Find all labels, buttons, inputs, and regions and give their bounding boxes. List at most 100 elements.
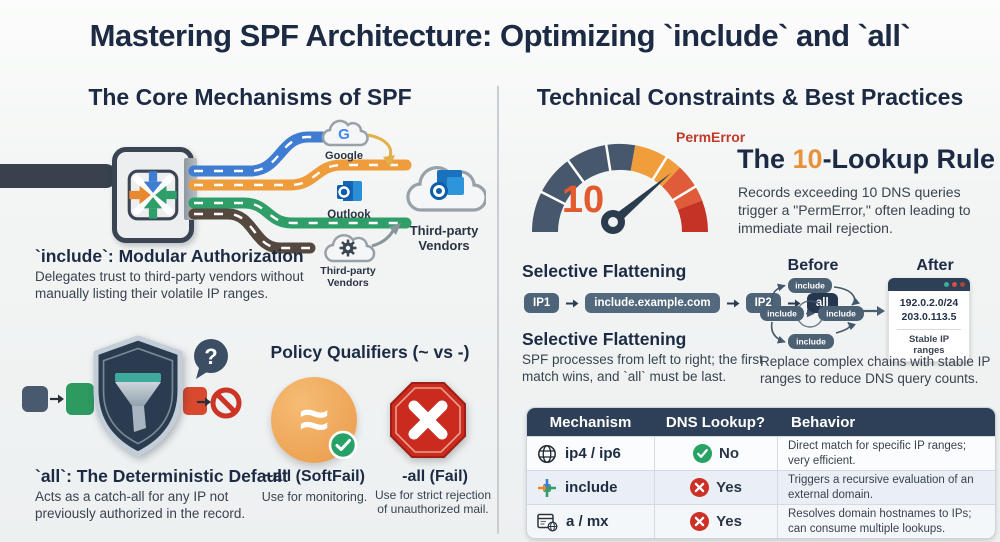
chain-arrow-icon (787, 299, 801, 307)
gear-cloud-icon (324, 233, 376, 263)
flattening-heading-top: Selective Flattening (522, 261, 687, 281)
stable-ip-caption: Stable IP ranges (908, 334, 950, 357)
funnel-top (115, 373, 161, 382)
include-body: Delegates trust to third-party vendors w… (35, 269, 304, 301)
cables-diagram (188, 131, 412, 254)
gauge-needle (610, 173, 671, 226)
svg-text:include: include (796, 337, 826, 347)
mechanism-table: Mechanism DNS Lookup? Behavior ip4 / ip6… (526, 407, 996, 539)
flattening-body: SPF processes from left to right; the fi… (522, 352, 763, 384)
table-row: ip4 / ip6 No Direct match for specific I… (527, 436, 995, 470)
chain-arrow-icon (566, 299, 579, 307)
gauge-value: 10 (562, 179, 604, 221)
table-row: include Yes Triggers a recursive evaluat… (527, 470, 995, 504)
lookup-value: Yes (716, 513, 742, 530)
small-vendor-label: Third-party Vendors (320, 265, 376, 290)
window-globe-icon (537, 513, 558, 531)
window-dot-icon (960, 282, 965, 287)
stable-ip-2: 203.0.113.5 (901, 310, 957, 323)
table-row: a / mx Yes Resolves domain hostnames to … (527, 504, 995, 538)
chain-node-include: include.example.com (585, 293, 720, 313)
all-heading: `all`: The Deterministic Default (35, 466, 288, 486)
include-web-diagram: include include include include (760, 278, 864, 349)
flow-input-node (22, 386, 48, 412)
card-divider (897, 329, 961, 331)
x-icon (690, 512, 710, 531)
big-vendor-cloud-icon (406, 166, 486, 212)
lookup-rule-heading: The 10-Lookup Rule (737, 144, 996, 174)
permerror-label: PermError (676, 129, 746, 145)
google-label: Google (325, 150, 363, 162)
flow-arrow-icon (50, 394, 64, 404)
table-header-row: Mechanism DNS Lookup? Behavior (527, 408, 995, 436)
google-cloud-icon: G (321, 119, 369, 147)
after-card: 192.0.2.0/24 203.0.113.5 Stable IP range… (888, 278, 970, 363)
globe-icon (538, 444, 556, 463)
window-dot-icon (952, 282, 957, 287)
gauge-icon: 10 (531, 142, 709, 234)
chain-node-ip1: IP1 (524, 293, 560, 313)
svg-text:include: include (826, 309, 856, 319)
refactor-body: Replace complex chains with stable IP ra… (760, 354, 991, 386)
lookup-value: No (719, 445, 739, 462)
mechanism-label: include (565, 479, 618, 496)
orange-curved-arrow (383, 155, 395, 167)
qualifiers-heading: Policy Qualifiers (~ vs -) (270, 342, 470, 362)
flow-pass-node (66, 383, 94, 415)
blue-cable (188, 131, 328, 177)
svg-text:?: ? (204, 344, 217, 369)
outlook-label: Outlook (327, 209, 371, 221)
check-badge-icon (328, 430, 358, 460)
card-titlebar (888, 278, 970, 291)
lookup-rule-body: Records exceeding 10 DNS queries trigger… (738, 184, 971, 237)
all-body: Acts as a catch-all for any IP not previ… (35, 489, 246, 521)
mechanism-label: ip4 / ip6 (565, 445, 621, 462)
big-vendor-label: Third-party Vendors (409, 223, 479, 253)
softfail-body: Use for monitoring. (261, 490, 368, 504)
stable-ip-1: 192.0.2.0/24 (899, 297, 959, 309)
after-label: After (916, 257, 954, 274)
mechanism-label: a / mx (566, 513, 609, 530)
chain-arrow-icon (726, 299, 740, 307)
x-icon (408, 400, 448, 440)
left-section-heading: The Core Mechanisms of SPF (88, 84, 412, 110)
include-arrows-icon (538, 478, 556, 497)
funnel-stem (132, 406, 146, 432)
lookup-rule-number: 10 (792, 144, 823, 174)
spf-chain: IP1 include.example.com IP2 all (524, 293, 838, 313)
softfail-label: ~all (SoftFail) (264, 468, 365, 485)
header-mechanism: Mechanism (549, 413, 632, 431)
plug-connector-icon (112, 147, 194, 243)
prohibition-icon (210, 387, 242, 419)
converging-arrows-icon (127, 169, 179, 221)
window-dot-icon (944, 282, 949, 287)
fail-body: Use for strict rejection of unauthorized… (374, 488, 492, 517)
x-icon (690, 478, 710, 497)
flattening-heading-bottom: Selective Flattening (522, 329, 687, 349)
question-bubble-icon: ? (194, 339, 228, 379)
funnel-cone (115, 382, 161, 406)
page-title: Mastering SPF Architecture: Optimizing `… (89, 18, 911, 53)
behavior-text: Direct match for specific IP ranges; ver… (788, 440, 967, 467)
svg-text:include: include (767, 309, 797, 319)
google-logo-icon: G (338, 126, 350, 143)
svg-text:include: include (795, 281, 825, 291)
gray-curved-arrow (389, 223, 401, 235)
gear-icon (339, 239, 357, 257)
wall-cable (0, 164, 116, 188)
lookup-value: Yes (716, 479, 742, 496)
behavior-text: Triggers a recursive evaluation of an ex… (788, 474, 974, 501)
outlook-icon (337, 181, 362, 201)
header-behavior: Behavior (791, 413, 856, 431)
before-after-arrow-icon (854, 306, 885, 316)
column-divider (497, 86, 499, 534)
flow-arrow-icon (197, 397, 211, 407)
check-icon (693, 444, 712, 463)
stop-octagon-icon (390, 382, 466, 458)
behavior-text: Resolves domain hostnames to IPs; can co… (788, 508, 972, 535)
before-label: Before (787, 257, 839, 274)
header-dns-lookup: DNS Lookup? (665, 413, 766, 431)
fail-label: -all (Fail) (402, 468, 468, 485)
shield-funnel-icon (93, 335, 183, 457)
